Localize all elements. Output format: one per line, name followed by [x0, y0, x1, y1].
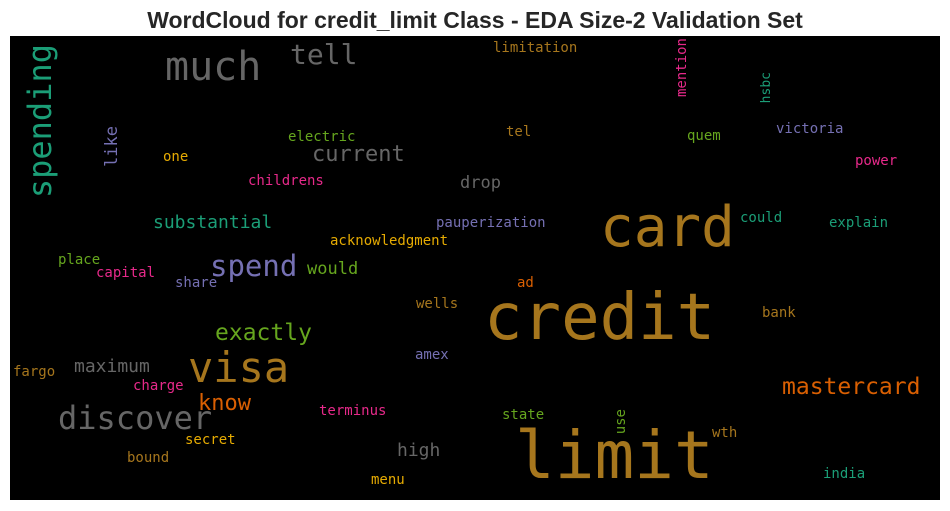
word-like: like [102, 126, 122, 167]
word-explain: explain [829, 215, 889, 231]
word-pauperization: pauperization [436, 215, 546, 231]
word-fargo: fargo [13, 364, 56, 380]
word-power: power [855, 153, 898, 169]
word-could: could [740, 210, 783, 226]
word-mastercard: mastercard [782, 374, 921, 400]
word-discover: discover [58, 399, 213, 437]
word-india: india [823, 466, 866, 482]
word-bank: bank [762, 305, 796, 321]
word-maximum: maximum [74, 356, 150, 377]
word-victoria: victoria [776, 121, 844, 137]
word-acknowledgment: acknowledgment [330, 233, 449, 249]
word-credit: credit [484, 281, 716, 355]
word-substantial: substantial [153, 212, 273, 233]
word-spending: spending [21, 44, 59, 199]
word-state: state [502, 407, 545, 423]
word-place: place [58, 252, 101, 268]
word-charge: charge [133, 378, 184, 394]
word-electric: electric [288, 129, 356, 145]
word-spend: spend [210, 249, 298, 283]
word-capital: capital [96, 265, 156, 281]
word-secret: secret [185, 432, 236, 448]
word-much: much [165, 44, 262, 90]
word-share: share [175, 275, 218, 291]
chart-title: WordCloud for credit_limit Class - EDA S… [147, 7, 803, 33]
word-quem: quem [687, 128, 721, 144]
word-card: card [600, 195, 735, 260]
word-mention: mention [674, 38, 690, 98]
word-drop: drop [460, 173, 501, 193]
word-limit: limit [515, 417, 714, 494]
word-would: would [307, 259, 359, 279]
word-childrens: childrens [248, 173, 324, 189]
word-bound: bound [127, 450, 170, 466]
word-limitation: limitation [493, 40, 578, 56]
word-tel: tel [506, 124, 532, 140]
word-visa: visa [188, 343, 290, 392]
word-exactly: exactly [215, 320, 312, 346]
word-use: use [613, 409, 629, 435]
word-wells: wells [416, 296, 459, 312]
word-current: current [312, 142, 405, 167]
word-amex: amex [415, 347, 449, 363]
word-tell: tell [290, 38, 358, 71]
word-terminus: terminus [319, 403, 387, 419]
word-menu: menu [371, 472, 405, 488]
word-hsbc: hsbc [759, 72, 774, 104]
wordcloud-canvas: credit limit card much visa spending discover s… [10, 36, 940, 500]
word-know: know [198, 391, 251, 416]
word-high: high [397, 440, 441, 461]
word-ad: ad [517, 275, 534, 291]
word-one: one [163, 149, 189, 165]
word-wth: wth [712, 425, 738, 441]
